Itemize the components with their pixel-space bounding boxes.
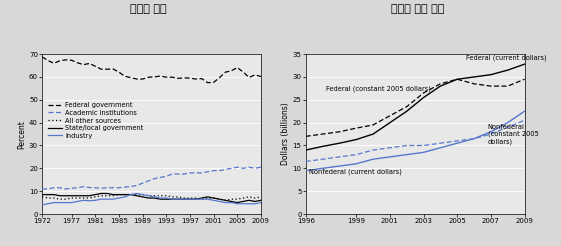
Y-axis label: Dollars (billions): Dollars (billions) — [281, 103, 290, 166]
Text: Federal (constant 2005 dollars): Federal (constant 2005 dollars) — [326, 85, 431, 92]
Text: 재원별 지원 규모: 재원별 지원 규모 — [391, 4, 445, 14]
Text: Nonfederal (current dollars): Nonfederal (current dollars) — [309, 169, 402, 175]
Legend: Federal government, Academic institutions, All other sources, State/local govern: Federal government, Academic institution… — [48, 102, 143, 139]
Text: Nonfederal
(constant 2005
dollars): Nonfederal (constant 2005 dollars) — [488, 123, 539, 145]
Y-axis label: Percent: Percent — [17, 120, 26, 149]
Text: 재원별 비중: 재원별 비중 — [130, 4, 167, 14]
Text: Federal (current dollars): Federal (current dollars) — [466, 54, 546, 61]
